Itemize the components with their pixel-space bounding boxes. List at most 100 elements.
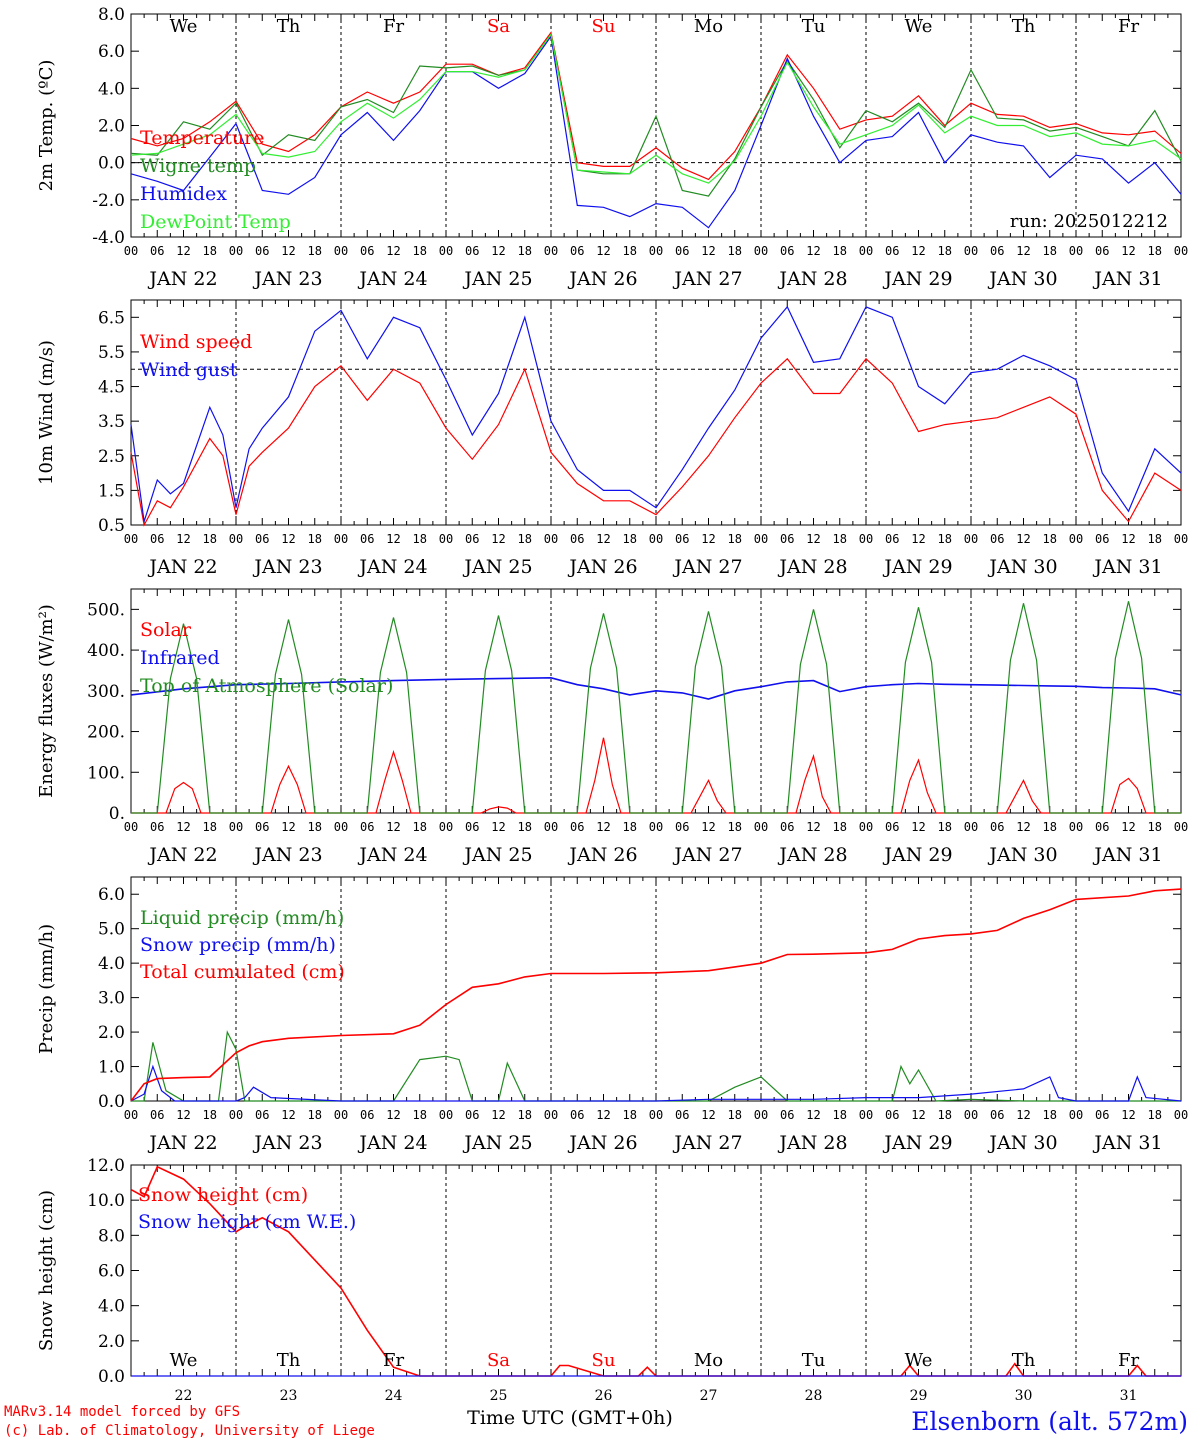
x-hour-label: 12	[1016, 820, 1030, 834]
x-hour-label: 06	[675, 1108, 689, 1122]
x-hour-label: 18	[518, 1108, 532, 1122]
x-hour-label: 00	[544, 532, 558, 546]
x-hour-label: 18	[833, 1108, 847, 1122]
x-hour-label: 06	[360, 244, 374, 258]
x-date-label: JAN 26	[567, 844, 637, 866]
y-axis-label: Precip (mm/h)	[36, 924, 57, 1054]
y-tick-label: -2.0	[92, 191, 125, 211]
x-hour-label: 06	[465, 532, 479, 546]
plot-frame	[130, 299, 1182, 526]
x-hour-label: 18	[308, 820, 322, 834]
x-hour-label: 18	[728, 820, 742, 834]
x-hour-label: 06	[1095, 532, 1109, 546]
y-tick-label: 3.5	[98, 412, 125, 432]
y-tick-label: 6.0	[98, 42, 125, 62]
day-name-label: Mo	[694, 1350, 723, 1371]
x-hour-label: 00	[1069, 244, 1083, 258]
x-day-number: 28	[805, 1388, 823, 1404]
x-hour-label: 18	[203, 532, 217, 546]
x-date-label: JAN 25	[462, 1132, 532, 1154]
x-hour-label: 18	[1043, 244, 1057, 258]
y-tick-label: 0.0	[98, 1092, 125, 1112]
y-axis-label: Snow height (cm)	[36, 1190, 57, 1351]
x-hour-label: 00	[754, 244, 768, 258]
y-tick-label: 2.0	[98, 117, 125, 137]
y-tick-label: 3.0	[98, 989, 125, 1009]
legend-entry: Total cumulated (cm)	[140, 961, 345, 983]
series-line-2	[130, 676, 1182, 700]
x-hour-label: 12	[911, 244, 925, 258]
x-hour-label: 12	[386, 820, 400, 834]
x-hour-label: 12	[596, 820, 610, 834]
x-hour-label: 00	[649, 532, 663, 546]
x-hour-label: 12	[701, 532, 715, 546]
x-hour-label: 18	[1043, 1108, 1057, 1122]
x-hour-label: 06	[360, 1108, 374, 1122]
x-hour-label: 06	[255, 1108, 269, 1122]
x-hour-label: 18	[938, 244, 952, 258]
x-hour-label: 12	[806, 532, 820, 546]
x-hour-label: 12	[911, 1108, 925, 1122]
x-hour-label: 18	[728, 244, 742, 258]
y-tick-label: 0.5	[98, 516, 125, 536]
y-tick-label: 500.	[87, 600, 125, 620]
x-hour-label: 18	[623, 1108, 637, 1122]
x-hour-label: 12	[491, 820, 505, 834]
y-tick-label: 4.0	[98, 79, 125, 99]
x-hour-label: 18	[308, 532, 322, 546]
x-date-label: JAN 24	[357, 556, 427, 578]
x-hour-label: 12	[386, 532, 400, 546]
legend-entry: Snow height (cm W.E.)	[138, 1211, 356, 1233]
x-hour-label: 00	[754, 820, 768, 834]
x-date-label: JAN 27	[672, 1132, 742, 1154]
x-date-label: JAN 24	[357, 844, 427, 866]
x-hour-label: 12	[1121, 1108, 1135, 1122]
y-tick-label: 0.0	[98, 1367, 125, 1387]
x-hour-label: 18	[413, 1108, 427, 1122]
x-hour-label: 00	[859, 820, 873, 834]
x-hour-label: 12	[911, 532, 925, 546]
x-hour-label: 06	[1095, 1108, 1109, 1122]
x-hour-label: 12	[281, 244, 295, 258]
x-hour-label: 18	[623, 244, 637, 258]
footer-lab: (c) Lab. of Climatology, University of L…	[4, 1423, 375, 1439]
x-hour-label: 12	[596, 1108, 610, 1122]
x-hour-label: 06	[885, 244, 899, 258]
panel-4: 0.0 1.0 2.0 3.0 4.0 5.0 6.0 Precip (mm/h) Liquid…	[36, 876, 1188, 1154]
x-hour-label: 00	[124, 820, 138, 834]
x-hour-label: 12	[281, 820, 295, 834]
x-axis-title: Time UTC (GMT+0h)	[467, 1407, 673, 1429]
x-hour-label: 12	[806, 244, 820, 258]
x-date-label: JAN 29	[882, 268, 952, 290]
y-tick-label: 6.0	[98, 885, 125, 905]
x-hour-label: 12	[491, 244, 505, 258]
x-hour-label: 18	[833, 532, 847, 546]
x-hour-label: 18	[938, 1108, 952, 1122]
x-hour-label: 06	[990, 244, 1004, 258]
x-hour-label: 12	[1121, 820, 1135, 834]
x-date-label: JAN 30	[987, 268, 1057, 290]
x-hour-label: 12	[911, 820, 925, 834]
x-hour-label: 00	[334, 820, 348, 834]
x-hour-label: 18	[623, 532, 637, 546]
legend-entry: Top of Atmosphere (Solar)	[140, 675, 393, 697]
x-hour-label: 06	[465, 820, 479, 834]
x-hour-label: 12	[491, 1108, 505, 1122]
x-hour-label: 06	[150, 532, 164, 546]
x-day-number: 22	[175, 1388, 193, 1404]
x-hour-label: 06	[570, 532, 584, 546]
x-hour-label: 06	[675, 532, 689, 546]
x-hour-label: 18	[203, 820, 217, 834]
legend-entry: Wind speed	[140, 331, 252, 353]
y-tick-label: -4.0	[92, 228, 125, 248]
y-tick-label: 8.0	[98, 1226, 125, 1246]
legend-entry: Liquid precip (mm/h)	[140, 907, 344, 929]
x-hour-label: 12	[596, 244, 610, 258]
x-hour-label: 00	[1174, 532, 1188, 546]
x-hour-label: 06	[780, 244, 794, 258]
x-hour-label: 00	[544, 244, 558, 258]
x-day-number: 31	[1120, 1388, 1138, 1404]
x-hour-label: 00	[1069, 820, 1083, 834]
x-hour-label: 06	[570, 820, 584, 834]
x-hour-label: 00	[229, 820, 243, 834]
